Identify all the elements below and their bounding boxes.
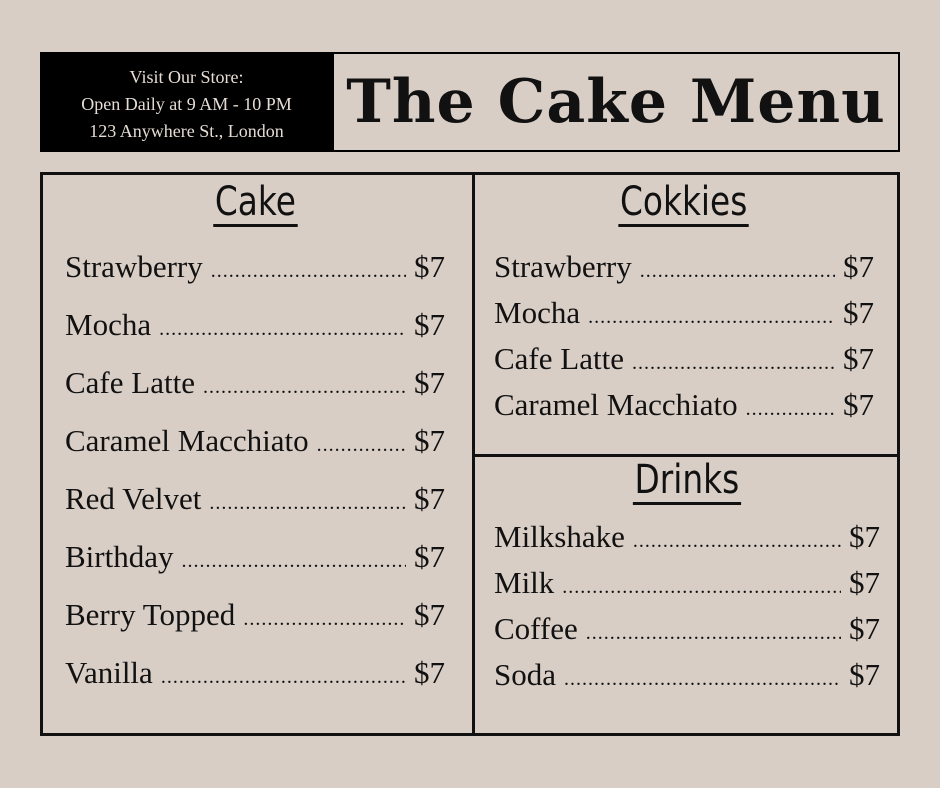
dot-leader	[746, 398, 835, 421]
item-price: $7	[414, 481, 445, 516]
store-visit: Visit Our Store:	[129, 67, 244, 87]
title-box: The Cake Menu	[334, 54, 898, 150]
menu-item: Coffee $7	[494, 611, 880, 657]
dot-leader	[640, 260, 835, 283]
section-heading-text: Cake	[212, 179, 298, 227]
dot-leader	[562, 576, 841, 599]
section-heading-text: Drinks	[632, 457, 742, 505]
item-name: Coffee	[494, 611, 578, 646]
menu-item: Caramel Macchiato $7	[494, 387, 874, 433]
dot-leader	[243, 608, 406, 631]
item-name: Berry Topped	[65, 597, 236, 632]
section-heading-text: Cokkies	[618, 179, 750, 227]
item-name: Red Velvet	[65, 481, 202, 516]
item-price: $7	[849, 565, 880, 600]
item-name: Vanilla	[65, 655, 153, 690]
dot-leader	[209, 492, 406, 515]
dot-leader	[159, 318, 406, 341]
item-price: $7	[843, 249, 874, 284]
menu-item: Strawberry $7	[494, 249, 874, 295]
menu-item: Soda $7	[494, 657, 880, 703]
section-heading: Drinks	[494, 457, 880, 513]
item-price: $7	[414, 249, 445, 284]
item-name: Birthday	[65, 539, 174, 574]
item-price: $7	[414, 597, 445, 632]
item-price: $7	[843, 341, 874, 376]
item-name: Cafe Latte	[65, 365, 195, 400]
item-name: Soda	[494, 657, 556, 692]
item-price: $7	[843, 295, 874, 330]
dot-leader	[161, 666, 406, 689]
item-name: Milkshake	[494, 519, 625, 554]
store-hours: Open Daily at 9 AM - 10 PM	[81, 94, 292, 114]
dot-leader	[564, 668, 841, 691]
item-price: $7	[414, 365, 445, 400]
item-name: Strawberry	[65, 249, 203, 284]
item-price: $7	[414, 655, 445, 690]
item-price: $7	[843, 387, 874, 422]
item-price: $7	[849, 519, 880, 554]
dot-leader	[633, 530, 841, 553]
menu-item: Milk $7	[494, 565, 880, 611]
header: Visit Our Store: Open Daily at 9 AM - 10…	[40, 52, 900, 152]
dot-leader	[211, 260, 406, 283]
item-name: Strawberry	[494, 249, 632, 284]
item-name: Mocha	[494, 295, 581, 330]
menu-item: Red Velvet $7	[65, 481, 445, 539]
dot-leader	[203, 376, 406, 399]
menu-item: Mocha $7	[65, 307, 445, 365]
section-heading: Cake	[65, 179, 445, 235]
menu-item: Vanilla $7	[65, 655, 445, 713]
menu-item: Milkshake $7	[494, 519, 880, 565]
menu-item: Mocha $7	[494, 295, 874, 341]
dot-leader	[588, 306, 835, 329]
menu-item: Berry Topped $7	[65, 597, 445, 655]
item-price: $7	[849, 611, 880, 646]
item-name: Caramel Macchiato	[494, 387, 738, 422]
item-name: Milk	[494, 565, 555, 600]
dot-leader	[317, 434, 406, 457]
item-price: $7	[414, 423, 445, 458]
section-heading: Cokkies	[494, 179, 874, 235]
dot-leader	[586, 622, 841, 645]
item-price: $7	[849, 657, 880, 692]
store-address: 123 Anywhere St., London	[89, 121, 284, 141]
vertical-divider	[472, 175, 475, 733]
item-price: $7	[414, 307, 445, 342]
menu-item: Cafe Latte $7	[494, 341, 874, 387]
dot-leader	[182, 550, 407, 573]
menu-item: Birthday $7	[65, 539, 445, 597]
item-price: $7	[414, 539, 445, 574]
menu-item: Cafe Latte $7	[65, 365, 445, 423]
menu-item: Strawberry $7	[65, 249, 445, 307]
dot-leader	[632, 352, 835, 375]
menu-title: The Cake Menu	[346, 67, 886, 137]
store-info: Visit Our Store: Open Daily at 9 AM - 10…	[40, 52, 333, 152]
item-name: Mocha	[65, 307, 152, 342]
item-name: Cafe Latte	[494, 341, 624, 376]
menu-item: Caramel Macchiato $7	[65, 423, 445, 481]
horizontal-divider	[474, 454, 900, 457]
item-name: Caramel Macchiato	[65, 423, 309, 458]
